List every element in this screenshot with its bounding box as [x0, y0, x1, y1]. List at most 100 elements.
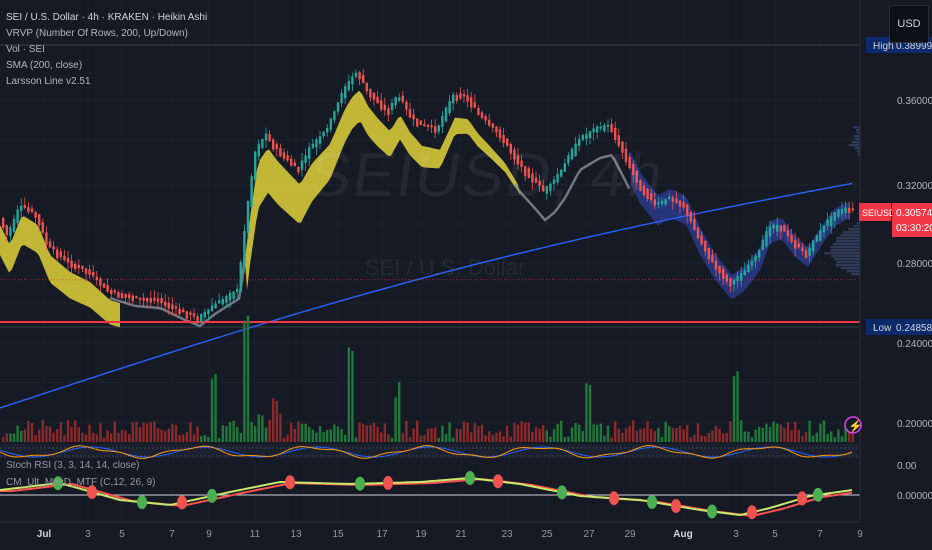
volume-bar — [246, 315, 250, 442]
cm-macd-label[interactable]: CM_Ult_MacD_MTF (C,12, 26, 9) — [6, 477, 156, 488]
volume-bar — [326, 430, 329, 442]
candle-body — [9, 227, 12, 237]
legend-sma[interactable]: SMA (200, close) — [6, 60, 83, 71]
volume-bar — [268, 419, 271, 442]
time-tick-label[interactable]: 27 — [583, 529, 595, 540]
sma-200-line — [0, 182, 853, 409]
candle-body — [743, 270, 746, 276]
candle-body — [812, 240, 815, 252]
volume-bar — [761, 428, 764, 442]
currency-button[interactable]: USD — [889, 5, 929, 43]
volume-bar — [236, 426, 239, 442]
volume-bar — [412, 428, 415, 442]
volume-bar — [830, 431, 833, 442]
vrvp-bar — [836, 240, 864, 243]
legend-volume[interactable]: Vol · SEI — [6, 44, 45, 55]
volume-bar — [776, 423, 779, 442]
symbol-badge — [859, 203, 891, 221]
volume-bar — [120, 429, 124, 442]
candle-body — [225, 296, 228, 303]
time-tick-label[interactable]: 5 — [119, 529, 125, 540]
volume-bar — [491, 434, 494, 442]
stoch-rsi-label[interactable]: Stoch RSI (3, 3, 14, 14, close) — [6, 460, 140, 471]
volume-bar — [650, 428, 653, 442]
time-tick-label[interactable]: 3 — [733, 529, 739, 540]
volume-bar — [297, 421, 300, 442]
volume-bar — [686, 425, 689, 442]
candle-body — [419, 120, 422, 125]
volume-bar — [401, 432, 404, 442]
time-tick-label[interactable]: 11 — [250, 529, 261, 540]
time-tick-label[interactable]: 15 — [332, 529, 344, 540]
candle-body — [495, 126, 498, 133]
volume-bar — [574, 422, 577, 442]
time-axis — [0, 522, 932, 550]
time-tick-label[interactable]: Jul — [37, 529, 52, 540]
candle-body — [441, 115, 444, 127]
candle-body — [552, 179, 556, 184]
time-tick-label[interactable]: Aug — [673, 529, 692, 540]
volume-bar — [786, 422, 790, 442]
volume-bar — [560, 420, 563, 442]
legend-vrvp[interactable]: VRVP (Number Of Rows, 200, Up/Down) — [6, 28, 188, 39]
legend-larsson[interactable]: Larsson Line v2.51 — [6, 76, 91, 87]
volume-bar — [228, 422, 232, 442]
volume-bar — [740, 420, 743, 442]
time-tick-label[interactable]: 9 — [857, 529, 863, 540]
candle-body — [16, 209, 19, 223]
candle-body — [59, 251, 62, 258]
volume-bar — [344, 434, 347, 442]
volume-bar — [88, 424, 91, 442]
time-tick-label[interactable]: 21 — [455, 529, 467, 540]
candle-body — [851, 208, 854, 211]
candle-body — [311, 143, 314, 149]
volume-bar — [77, 427, 80, 442]
time-tick-label[interactable]: 25 — [541, 529, 553, 540]
volume-bar — [714, 425, 718, 442]
candle-body — [106, 285, 109, 292]
volume-bar — [524, 422, 527, 442]
vrvp-bar — [835, 264, 864, 267]
time-tick-label[interactable]: 5 — [772, 529, 778, 540]
volume-bar — [815, 432, 818, 442]
volume-bar — [848, 428, 851, 442]
volume-bar — [365, 425, 368, 442]
candle-body — [196, 316, 199, 323]
time-tick-label[interactable]: 13 — [290, 529, 302, 540]
time-tick-label[interactable]: 23 — [501, 529, 513, 540]
volume-bar — [70, 426, 73, 442]
high-value: 0.38999 — [896, 41, 932, 52]
volume-bar — [660, 437, 664, 442]
time-tick-label[interactable]: 3 — [85, 529, 91, 540]
legend-title[interactable]: SEI / U.S. Dollar · 4h · KRAKEN · Heikin… — [6, 12, 208, 23]
time-tick-label[interactable]: 7 — [169, 529, 175, 540]
candle-body — [135, 296, 138, 299]
time-tick-label[interactable]: 7 — [817, 529, 823, 540]
time-tick-label[interactable]: 19 — [415, 529, 427, 540]
larsson-line — [513, 153, 631, 222]
candle-body — [344, 86, 347, 99]
volume-bar — [423, 435, 426, 442]
candle-body — [488, 119, 491, 126]
volume-bar — [84, 434, 88, 442]
time-tick-label[interactable]: 9 — [206, 529, 212, 540]
volume-bar — [221, 425, 224, 442]
time-tick-label[interactable]: 29 — [624, 529, 636, 540]
volume-bar — [383, 423, 386, 442]
macd-cross-dot — [53, 476, 63, 491]
candle-body — [171, 304, 174, 310]
candle-body — [34, 212, 37, 218]
volume-bar — [664, 421, 667, 442]
time-tick-label[interactable]: 17 — [376, 529, 388, 540]
candle-body — [423, 124, 426, 127]
volume-bar — [765, 423, 768, 442]
candle-body — [182, 309, 185, 313]
volume-bar — [804, 431, 808, 442]
volume-bar — [257, 414, 260, 442]
volume-bar — [308, 426, 311, 442]
candle-body — [714, 260, 718, 270]
volume-bar — [92, 432, 95, 442]
volume-bar — [146, 423, 149, 442]
candle-body — [822, 225, 826, 233]
